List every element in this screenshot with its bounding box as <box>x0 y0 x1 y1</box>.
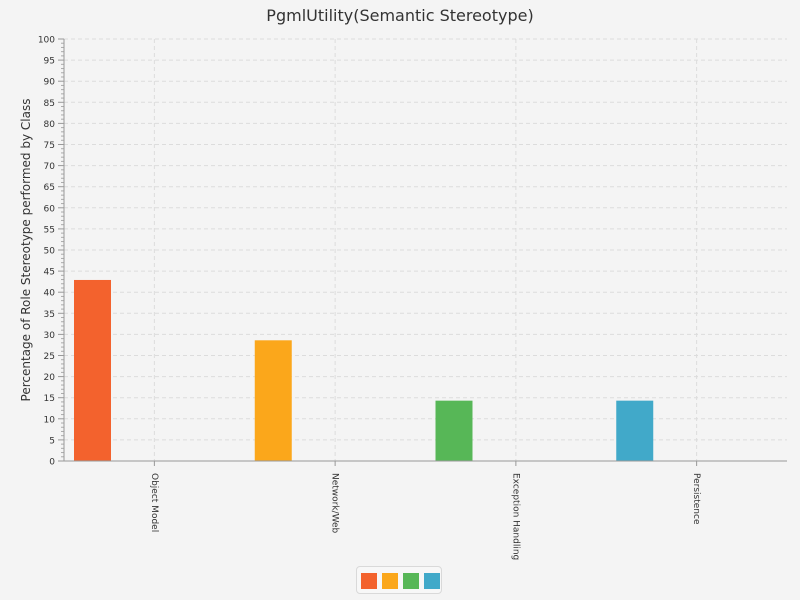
y-tick-label: 100 <box>38 36 55 46</box>
axes <box>58 38 787 466</box>
y-tick-label: 25 <box>44 352 55 362</box>
y-tick-label: 75 <box>44 141 55 151</box>
legend-swatch <box>424 573 440 589</box>
bars <box>74 279 654 461</box>
grid <box>64 38 787 461</box>
bar <box>616 400 654 461</box>
y-tick-label: 95 <box>44 57 55 67</box>
legend <box>356 566 442 594</box>
y-tick-label: 40 <box>44 289 56 299</box>
x-tick-label: Network/Web <box>330 473 340 534</box>
y-tick-label: 45 <box>44 268 55 278</box>
x-tick-label: Persistence <box>691 473 701 525</box>
y-tick-label: 80 <box>44 120 56 130</box>
y-tick-label: 60 <box>44 204 56 214</box>
y-tick-label: 55 <box>44 225 55 235</box>
y-tick-label: 35 <box>44 310 55 320</box>
y-tick-label: 90 <box>44 78 56 88</box>
bar <box>254 340 292 461</box>
legend-swatch <box>361 573 377 589</box>
chart-title: PgmlUtility(Semantic Stereotype) <box>266 6 534 25</box>
y-tick-label: 20 <box>44 373 56 383</box>
y-tick-label: 65 <box>44 183 55 193</box>
y-tick-label: 30 <box>44 331 56 341</box>
x-tick-label: Object Model <box>149 473 159 532</box>
y-tick-label: 10 <box>44 415 56 425</box>
y-tick-label: 85 <box>44 99 55 109</box>
tick-labels: 0 5 10 15 20 25 30 35 40 45 50 55 60 65 70 75 80 85 90 95 10… <box>38 36 701 561</box>
legend-swatch <box>403 573 419 589</box>
y-tick-label: 50 <box>44 247 56 257</box>
y-tick-label: 15 <box>44 394 55 404</box>
bar <box>435 400 473 461</box>
x-tick-label: Exception Handling <box>510 473 520 560</box>
legend-swatch <box>382 573 398 589</box>
bar <box>74 279 111 461</box>
y-tick-label: 70 <box>44 162 56 172</box>
y-tick-label: 5 <box>49 436 55 446</box>
y-tick-label: 0 <box>49 458 55 468</box>
